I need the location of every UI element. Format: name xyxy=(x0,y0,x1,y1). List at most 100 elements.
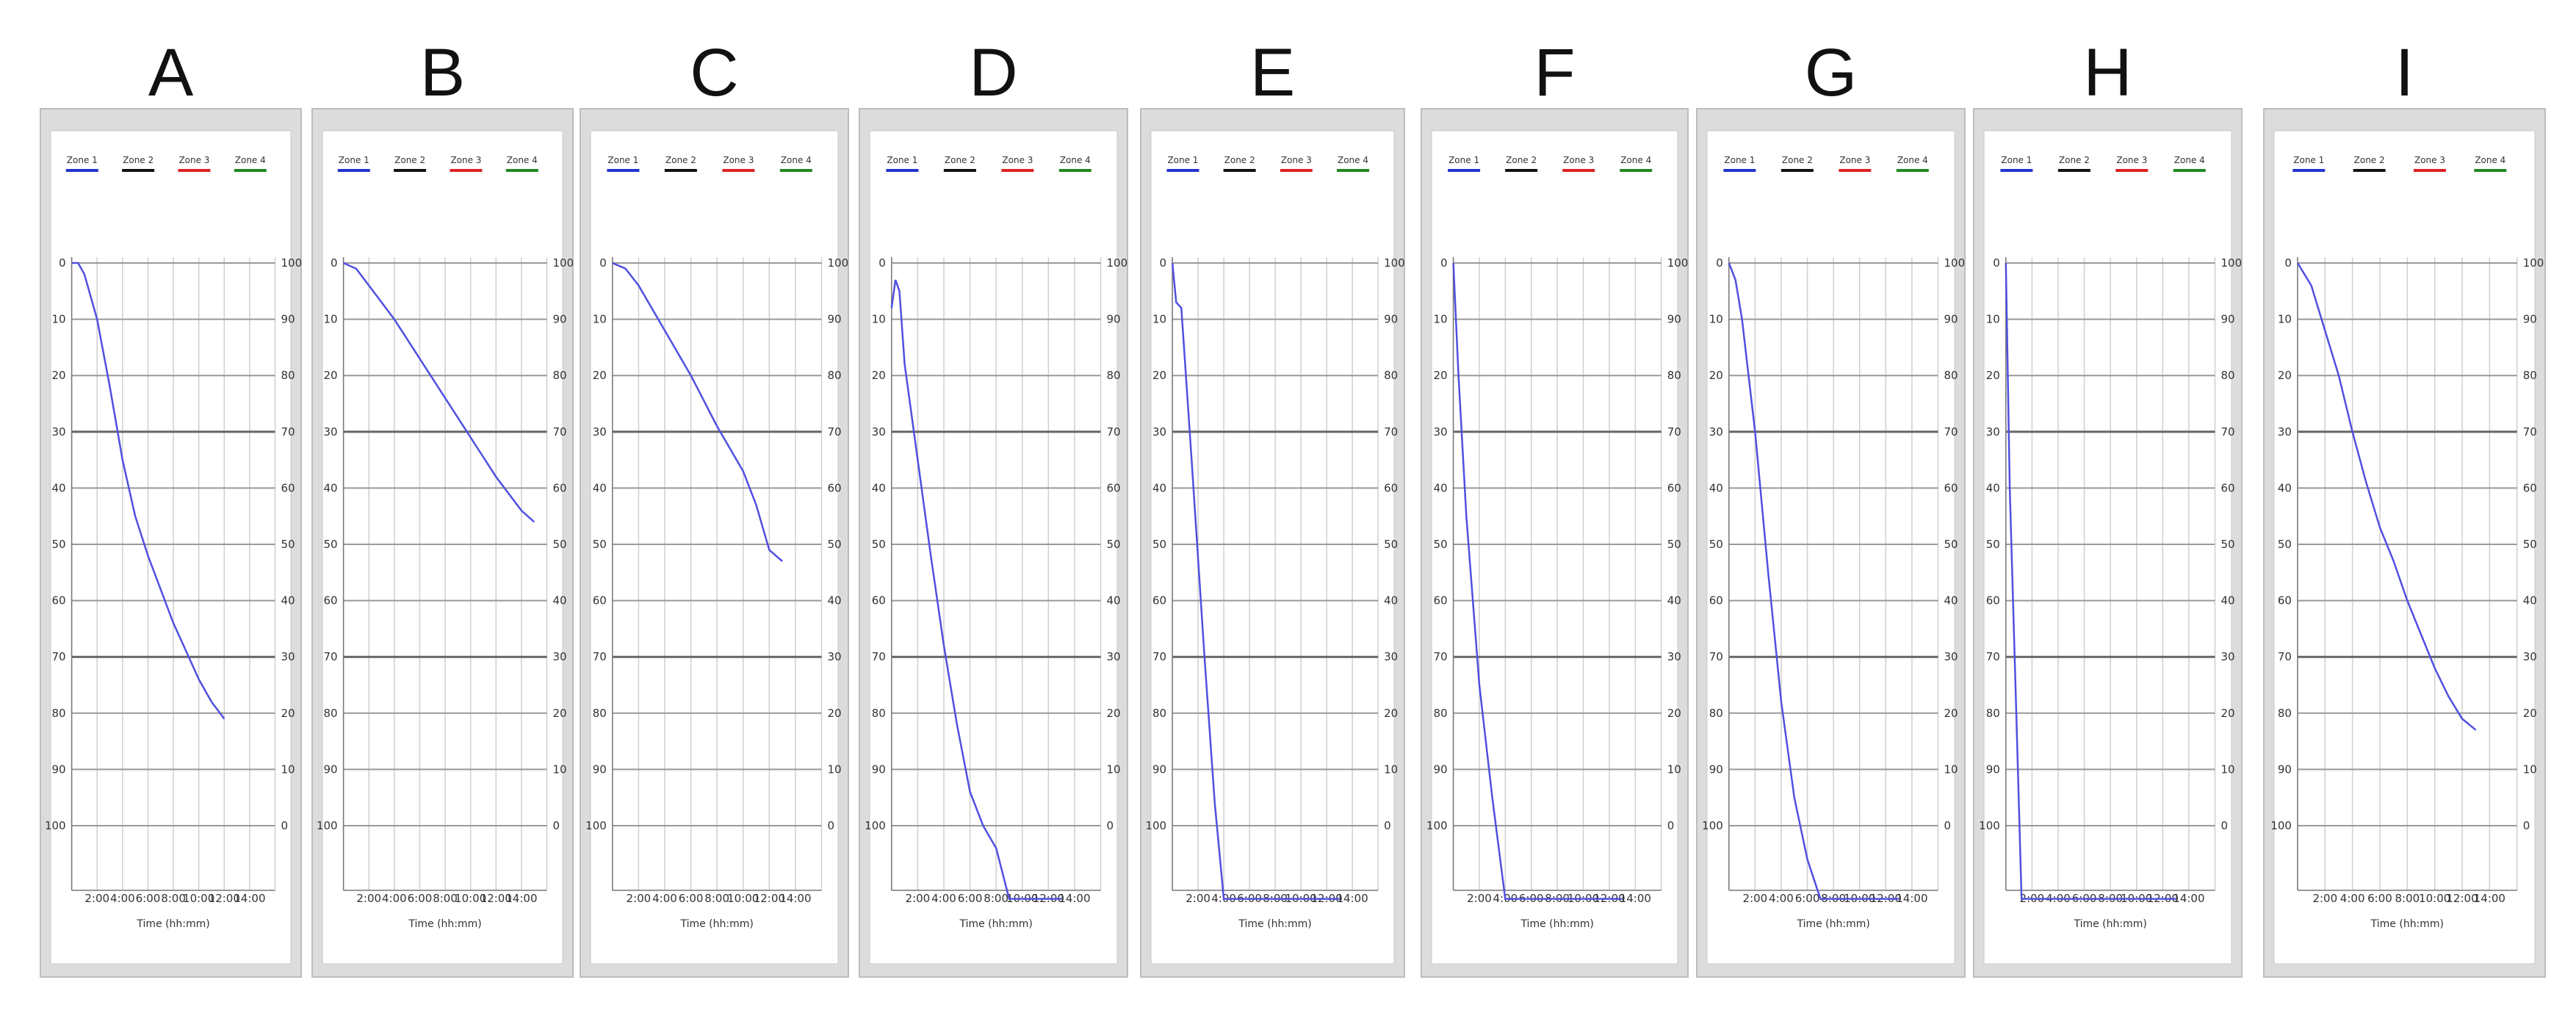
y-right-tick-label: 80 xyxy=(281,369,295,382)
legend-entry: Zone 3 xyxy=(1839,155,1870,165)
legend-entry: Zone 4 xyxy=(1620,155,1651,165)
x-tick-label: 2:00 xyxy=(84,892,109,905)
x-tick-label: 14:00 xyxy=(1620,892,1651,905)
y-left-tick-label: 20 xyxy=(324,369,338,382)
x-tick-label: 8:00 xyxy=(2395,892,2420,905)
legend-entry: Zone 1 xyxy=(1448,155,1479,165)
y-right-tick-label: 10 xyxy=(281,763,295,776)
y-left-tick-label: 80 xyxy=(1986,707,2000,720)
y-left-tick-label: 100 xyxy=(1426,819,1448,832)
y-right-tick-label: 60 xyxy=(1667,481,1681,494)
legend-entry: Zone 4 xyxy=(1060,155,1091,165)
legend-entry: Zone 3 xyxy=(178,155,209,165)
y-right-tick-label: 10 xyxy=(1384,763,1398,776)
y-left-tick-label: 80 xyxy=(2278,707,2292,720)
y-left-tick-label: 0 xyxy=(1160,256,1167,270)
plot-area xyxy=(1150,130,1395,965)
x-axis-title: Time (hh:mm) xyxy=(1796,918,1869,930)
x-tick-label: 2:00 xyxy=(356,892,381,905)
plot-area xyxy=(590,130,839,965)
y-left-tick-label: 20 xyxy=(2278,369,2292,382)
y-right-tick-label: 10 xyxy=(2523,763,2537,776)
y-left-tick-label: 70 xyxy=(1433,650,1447,663)
y-left-tick-label: 40 xyxy=(52,481,66,494)
y-left-tick-label: 20 xyxy=(52,369,66,382)
series-line xyxy=(2296,262,2477,731)
y-left-tick-label: 20 xyxy=(1433,369,1447,382)
legend-entry: Zone 2 xyxy=(1782,155,1813,165)
x-axis-title: Time (hh:mm) xyxy=(1238,918,1311,930)
y-left-tick-label: 90 xyxy=(872,763,886,776)
y-left-tick-label: 90 xyxy=(2278,763,2292,776)
series-line xyxy=(2005,262,2176,900)
legend-entry: Zone 3 xyxy=(1002,155,1033,165)
y-left-tick-label: 0 xyxy=(1716,256,1723,270)
legend-entry: Zone 1 xyxy=(2293,155,2324,165)
x-tick-label: 14:00 xyxy=(234,892,265,905)
y-left-tick-label: 40 xyxy=(1433,481,1447,494)
legend-entry: Zone 1 xyxy=(339,155,369,165)
panel-label: D xyxy=(969,35,1017,110)
y-left-tick-label: 50 xyxy=(1709,538,1723,551)
y-right-tick-label: 0 xyxy=(553,819,560,832)
x-tick-label: 14:00 xyxy=(505,892,537,905)
y-right-tick-label: 80 xyxy=(2523,369,2537,382)
y-left-tick-label: 90 xyxy=(324,763,338,776)
x-tick-label: 4:00 xyxy=(931,892,956,905)
y-right-tick-label: 70 xyxy=(1384,425,1398,439)
y-right-tick-label: 80 xyxy=(553,369,567,382)
y-right-tick-label: 0 xyxy=(1944,819,1952,832)
y-left-tick-label: 10 xyxy=(1152,313,1166,326)
y-right-tick-label: 0 xyxy=(1384,819,1391,832)
x-tick-label: 2:00 xyxy=(1743,892,1768,905)
y-right-tick-label: 50 xyxy=(553,538,567,551)
y-right-tick-label: 60 xyxy=(553,481,567,494)
y-left-tick-label: 40 xyxy=(1152,481,1166,494)
y-right-tick-label: 30 xyxy=(1667,650,1681,663)
plot-area xyxy=(2273,130,2536,965)
y-left-tick-label: 60 xyxy=(1709,594,1723,608)
y-right-tick-label: 20 xyxy=(2523,707,2537,720)
x-tick-label: 12:00 xyxy=(754,892,785,905)
legend-entry: Zone 3 xyxy=(450,155,481,165)
x-tick-label: 14:00 xyxy=(2173,892,2204,905)
legend-entry: Zone 4 xyxy=(2174,155,2205,165)
x-tick-label: 14:00 xyxy=(779,892,811,905)
y-right-tick-label: 70 xyxy=(281,425,295,439)
y-left-tick-label: 90 xyxy=(1152,763,1166,776)
y-right-tick-label: 40 xyxy=(1667,594,1681,608)
series-line xyxy=(1452,262,1623,900)
x-tick-label: 10:00 xyxy=(183,892,214,905)
y-left-tick-label: 100 xyxy=(585,819,607,832)
y-left-tick-label: 50 xyxy=(52,538,66,551)
x-tick-label: 10:00 xyxy=(2419,892,2450,905)
y-right-tick-label: 100 xyxy=(2523,256,2544,270)
y-left-tick-label: 0 xyxy=(59,256,66,270)
legend-entry: Zone 2 xyxy=(394,155,425,165)
y-right-tick-label: 20 xyxy=(1944,707,1958,720)
y-left-tick-label: 40 xyxy=(2278,481,2292,494)
x-tick-label: 2:00 xyxy=(1467,892,1492,905)
x-tick-label: 8:00 xyxy=(433,892,458,905)
y-left-tick-label: 30 xyxy=(324,425,338,439)
y-right-tick-label: 10 xyxy=(553,763,567,776)
legend-entry: Zone 3 xyxy=(1563,155,1594,165)
y-right-tick-label: 90 xyxy=(281,313,295,326)
y-right-tick-label: 20 xyxy=(281,707,295,720)
y-left-tick-label: 50 xyxy=(2278,538,2292,551)
y-right-tick-label: 40 xyxy=(1384,594,1398,608)
x-tick-label: 10:00 xyxy=(455,892,486,905)
y-right-tick-label: 40 xyxy=(1107,594,1121,608)
x-tick-label: 12:00 xyxy=(2446,892,2478,905)
x-tick-label: 14:00 xyxy=(1336,892,1368,905)
y-right-tick-label: 60 xyxy=(1944,481,1958,494)
y-left-tick-label: 0 xyxy=(2284,256,2292,270)
y-right-tick-label: 40 xyxy=(2523,594,2537,608)
y-left-tick-label: 20 xyxy=(593,369,607,382)
plot-area xyxy=(869,130,1118,965)
panel-label: A xyxy=(148,35,194,110)
